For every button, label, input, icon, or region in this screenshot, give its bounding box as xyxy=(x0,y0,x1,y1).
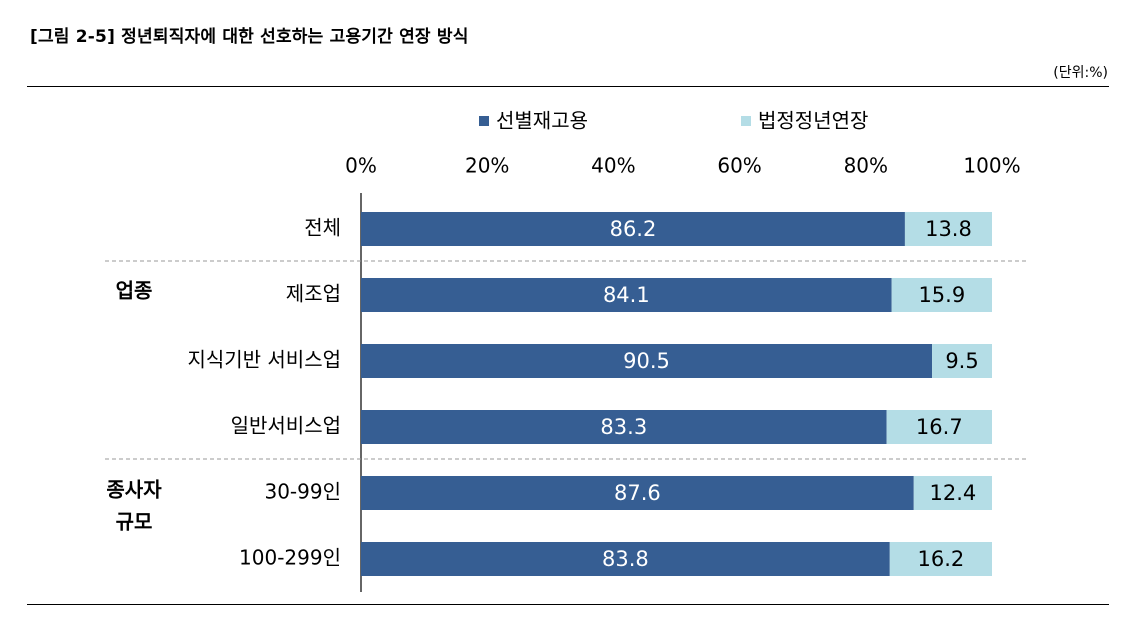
data-label-2: 13.8 xyxy=(925,217,972,241)
bar-segment-2 xyxy=(889,542,992,576)
legend-label-1: 선별재고용 xyxy=(496,109,588,133)
category-label: 일반서비스업 xyxy=(231,414,341,438)
group-label: 업종 xyxy=(116,279,153,303)
bar-segment-2 xyxy=(913,476,992,510)
category-label: 제조업 xyxy=(286,282,341,306)
category-label: 지식기반 서비스업 xyxy=(187,348,341,372)
data-label-2: 16.2 xyxy=(918,547,965,571)
data-label-2: 15.9 xyxy=(918,283,965,307)
group-label: 규모 xyxy=(116,510,153,534)
bar-segment-2 xyxy=(904,212,992,246)
legend-swatch-1 xyxy=(479,116,489,126)
legend-swatch-2 xyxy=(741,116,751,126)
bar-segment-1 xyxy=(361,344,933,378)
bar-segment-1 xyxy=(361,212,905,246)
bar-segment-2 xyxy=(886,410,992,444)
legend-label-2: 법정정년연장 xyxy=(758,109,868,133)
data-label-1: 86.2 xyxy=(610,217,657,241)
data-label-1: 84.1 xyxy=(603,283,650,307)
x-tick-label-1: 20% xyxy=(465,154,509,178)
group-label: 종사자 xyxy=(106,478,162,502)
bar-segment-2 xyxy=(932,344,992,378)
bottom-rule xyxy=(27,604,1109,605)
x-tick-label-0: 0% xyxy=(345,154,377,178)
data-label-2: 12.4 xyxy=(929,481,976,505)
bar-segment-1 xyxy=(361,542,890,576)
top-rule xyxy=(27,86,1109,87)
category-label: 전체 xyxy=(304,216,341,240)
bar-segment-1 xyxy=(361,278,892,312)
category-label: 100-299인 xyxy=(239,546,341,570)
unit-label: (단위:%) xyxy=(1053,65,1108,81)
chart-title: [그림 2-5] 정년퇴직자에 대한 선호하는 고용기간 연장 방식 xyxy=(30,27,469,47)
data-label-1: 90.5 xyxy=(623,349,670,373)
x-tick-label-3: 60% xyxy=(717,154,761,178)
x-tick-label-2: 40% xyxy=(591,154,635,178)
data-label-1: 87.6 xyxy=(614,481,661,505)
x-tick-label-4: 80% xyxy=(844,154,888,178)
data-label-1: 83.3 xyxy=(600,415,647,439)
data-label-2: 9.5 xyxy=(945,349,978,373)
data-label-2: 16.7 xyxy=(916,415,963,439)
x-tick-label-5: 100% xyxy=(963,154,1020,178)
category-label: 30-99인 xyxy=(264,480,341,504)
bar-segment-2 xyxy=(891,278,992,312)
data-label-1: 83.8 xyxy=(602,547,649,571)
bar-segment-1 xyxy=(361,410,887,444)
bar-segment-1 xyxy=(361,476,914,510)
